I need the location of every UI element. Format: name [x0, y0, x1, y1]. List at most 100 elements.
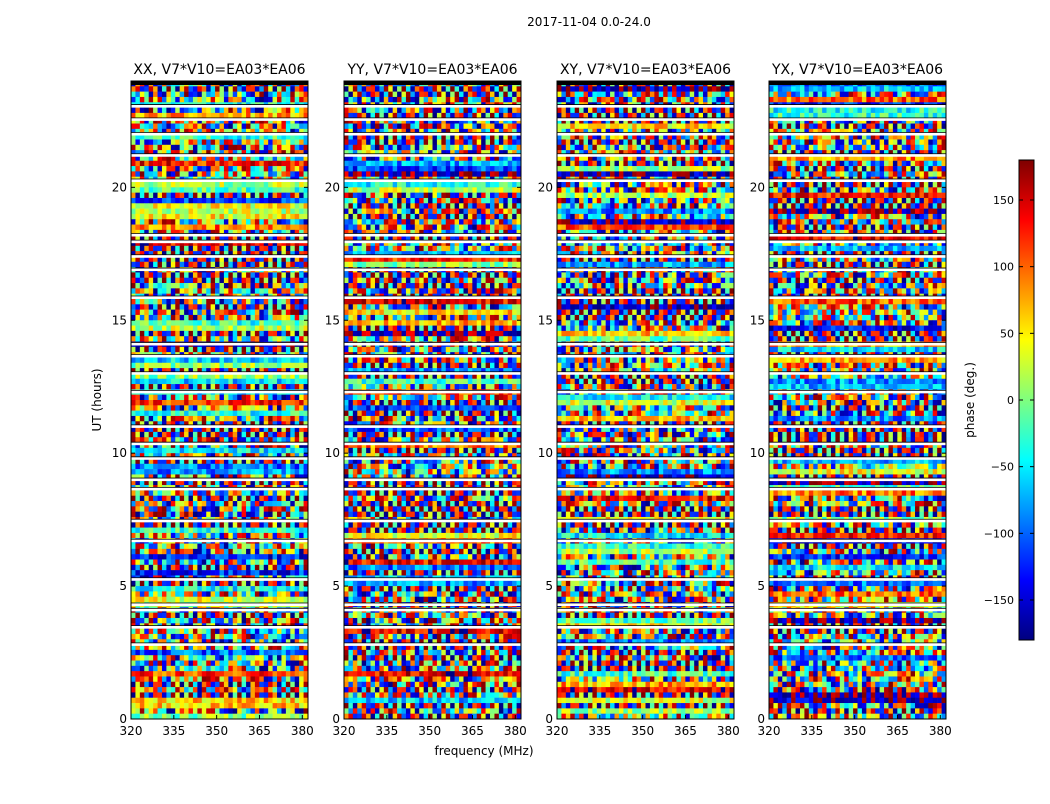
heatmap-cell [286, 549, 291, 555]
heatmap-cell [184, 315, 189, 321]
heatmap-cell [135, 262, 140, 268]
heatmap-cell [224, 469, 229, 475]
heatmap-cell [281, 171, 286, 177]
heatmap-cell [224, 581, 229, 587]
heatmap-cell [206, 108, 211, 114]
heatmap-cell [295, 581, 300, 587]
heatmap-cell [180, 703, 185, 709]
heatmap-cell [175, 506, 180, 512]
heatmap-cell [255, 182, 260, 188]
heatmap-cell [277, 512, 282, 518]
heatmap-cell [153, 613, 158, 619]
heatmap-cell [277, 549, 282, 555]
heatmap-cell [246, 448, 251, 454]
heatmap-cell [273, 512, 278, 518]
heatmap-cell [264, 86, 269, 92]
heatmap-cell [357, 86, 362, 92]
heatmap-cell [242, 634, 247, 640]
heatmap-cell [149, 331, 154, 337]
heatmap-cell [295, 666, 300, 672]
heatmap-cell [131, 384, 136, 390]
heatmap-cell [193, 92, 198, 98]
heatmap-cell [140, 198, 145, 204]
heatmap-cell [144, 687, 149, 693]
heatmap-cell [277, 347, 282, 353]
heatmap-cell [246, 166, 251, 172]
heatmap-cell [237, 108, 242, 114]
heatmap-cell [224, 246, 229, 252]
heatmap-cell [180, 613, 185, 619]
heatmap-cell [166, 698, 171, 704]
heatmap-cell [175, 97, 180, 103]
heatmap-cell [149, 384, 154, 390]
heatmap-cell [228, 357, 233, 363]
flagged-row [131, 296, 308, 299]
heatmap-cell [184, 187, 189, 193]
heatmap-cell [153, 570, 158, 576]
heatmap-cell [255, 522, 260, 528]
heatmap-cell [166, 544, 171, 550]
heatmap-cell [250, 416, 255, 422]
heatmap-cell [206, 379, 211, 385]
heatmap-cell [228, 214, 233, 220]
heatmap-cell [175, 209, 180, 215]
heatmap-cell [180, 347, 185, 353]
heatmap-cell [202, 629, 207, 635]
heatmap-cell [162, 278, 167, 284]
heatmap-cell [299, 469, 304, 475]
heatmap-cell [211, 506, 216, 512]
heatmap-cell [135, 214, 140, 220]
heatmap-cell [242, 676, 247, 682]
heatmap-cell [290, 629, 295, 635]
heatmap-cell [281, 326, 286, 332]
heatmap-cell [259, 315, 264, 321]
heatmap-cell [224, 411, 229, 417]
heatmap-cell [237, 246, 242, 252]
heatmap-cell [131, 326, 136, 332]
heatmap-cell [144, 698, 149, 704]
heatmap-cell [228, 347, 233, 353]
heatmap-cell [273, 92, 278, 98]
heatmap-cell [237, 288, 242, 294]
heatmap-cell [144, 708, 149, 714]
heatmap-cell [246, 676, 251, 682]
heatmap-cell [158, 182, 163, 188]
heatmap-cell [273, 272, 278, 278]
heatmap-cell [290, 490, 295, 496]
heatmap-cell [135, 411, 140, 417]
flagged-row [131, 608, 308, 611]
heatmap-cell [233, 692, 238, 698]
heatmap-cell [286, 182, 291, 188]
heatmap-cell [246, 246, 251, 252]
heatmap-cell [158, 193, 163, 199]
heatmap-cell [184, 501, 189, 507]
heatmap-cell [264, 432, 269, 438]
heatmap-cell [131, 315, 136, 321]
heatmap-cell [286, 512, 291, 518]
heatmap-cell [144, 326, 149, 332]
heatmap-cell [193, 676, 198, 682]
heatmap-cell [215, 219, 220, 225]
heatmap-cell [250, 655, 255, 661]
heatmap-cell [189, 182, 194, 188]
heatmap-cell [455, 86, 460, 92]
heatmap-cell [153, 565, 158, 571]
heatmap-cell [273, 544, 278, 550]
heatmap-cell [281, 400, 286, 406]
heatmap-cell [255, 299, 260, 305]
heatmap-cell [197, 363, 202, 369]
heatmap-cell [180, 661, 185, 667]
heatmap-cell [135, 379, 140, 385]
heatmap-cell [299, 198, 304, 204]
heatmap-cell [295, 634, 300, 640]
heatmap-cell [206, 650, 211, 656]
heatmap-cell [184, 310, 189, 316]
heatmap-cell [268, 347, 273, 353]
heatmap-cell [344, 92, 349, 98]
heatmap-cell [264, 203, 269, 209]
heatmap-cell [290, 676, 295, 682]
heatmap-cell [171, 347, 176, 353]
flagged-row [131, 234, 308, 237]
heatmap-cell [202, 676, 207, 682]
heatmap-cell [299, 246, 304, 252]
